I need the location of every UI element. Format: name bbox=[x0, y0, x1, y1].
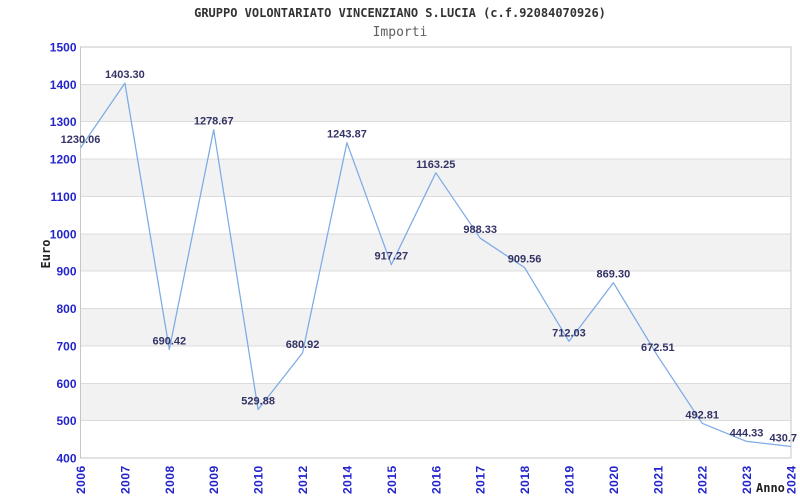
x-tick-label: 2014 bbox=[340, 465, 354, 494]
x-tick-label: 2023 bbox=[740, 465, 754, 494]
x-tick-label: 2016 bbox=[429, 465, 443, 494]
plot-band bbox=[80, 383, 791, 421]
y-tick-label: 1300 bbox=[50, 115, 77, 129]
data-point-label: 917.27 bbox=[375, 251, 409, 263]
x-tick-label: 2009 bbox=[207, 465, 221, 494]
x-tick-label: 2021 bbox=[651, 465, 665, 494]
data-point-label: 672.51 bbox=[641, 342, 675, 354]
y-tick-label: 1200 bbox=[50, 153, 77, 167]
data-point-label: 909.56 bbox=[508, 254, 542, 266]
y-tick-label: 700 bbox=[56, 339, 76, 353]
plot-band bbox=[80, 308, 791, 346]
y-tick-label: 800 bbox=[56, 302, 76, 316]
x-tick-label: 2018 bbox=[518, 465, 532, 494]
data-point-label: 1230.06 bbox=[61, 134, 101, 146]
x-tick-label: 2006 bbox=[74, 465, 88, 494]
data-point-label: 1243.87 bbox=[327, 129, 367, 141]
plot-band bbox=[80, 84, 791, 122]
x-axis-title: Anno bbox=[756, 481, 785, 495]
plot-band bbox=[80, 233, 791, 272]
chart-subtitle: Importi bbox=[372, 25, 428, 40]
data-point-label: 988.33 bbox=[463, 224, 497, 236]
x-tick-label: 2010 bbox=[252, 465, 266, 494]
x-tick-label: 2017 bbox=[474, 465, 488, 494]
x-tick-label: 2008 bbox=[163, 465, 177, 494]
x-tick-label: 2022 bbox=[696, 465, 710, 494]
x-tick-label: 2024 bbox=[785, 465, 799, 494]
data-point-label: 869.30 bbox=[597, 269, 631, 281]
data-point-label: 690.42 bbox=[152, 335, 186, 347]
data-point-label: 680.92 bbox=[286, 339, 320, 351]
x-tick-label: 2019 bbox=[562, 465, 576, 494]
y-tick-label: 900 bbox=[56, 265, 76, 279]
data-point-label: 444.33 bbox=[730, 427, 764, 439]
data-line bbox=[79, 82, 792, 448]
data-point-label: 712.03 bbox=[552, 327, 586, 339]
x-tick-label: 2007 bbox=[118, 465, 132, 494]
data-point-label: 1278.67 bbox=[194, 116, 234, 128]
y-tick-label: 1400 bbox=[50, 78, 77, 92]
plot-band bbox=[80, 159, 791, 197]
data-point-label: 1163.25 bbox=[416, 159, 455, 171]
y-tick-label: 1100 bbox=[50, 190, 76, 204]
x-tick-label: 2020 bbox=[607, 465, 621, 494]
plot-border bbox=[80, 46, 792, 459]
y-tick-label: 400 bbox=[56, 452, 76, 466]
data-point-label: 492.81 bbox=[685, 409, 719, 421]
data-point-label: 430.7 bbox=[769, 433, 797, 445]
chart-title: GRUPPO VOLONTARIATO VINCENZIANO S.LUCIA … bbox=[194, 6, 606, 20]
data-point-label: 529.88 bbox=[241, 395, 275, 407]
data-point-label: 1403.30 bbox=[105, 69, 145, 81]
y-tick-label: 600 bbox=[56, 377, 76, 391]
x-tick-label: 2012 bbox=[296, 465, 310, 494]
y-axis-title: Euro bbox=[39, 239, 53, 269]
y-tick-label: 1500 bbox=[50, 41, 77, 55]
x-tick-label: 2015 bbox=[385, 465, 399, 494]
y-tick-label: 500 bbox=[56, 414, 76, 428]
y-tick-label: 1000 bbox=[50, 227, 77, 241]
